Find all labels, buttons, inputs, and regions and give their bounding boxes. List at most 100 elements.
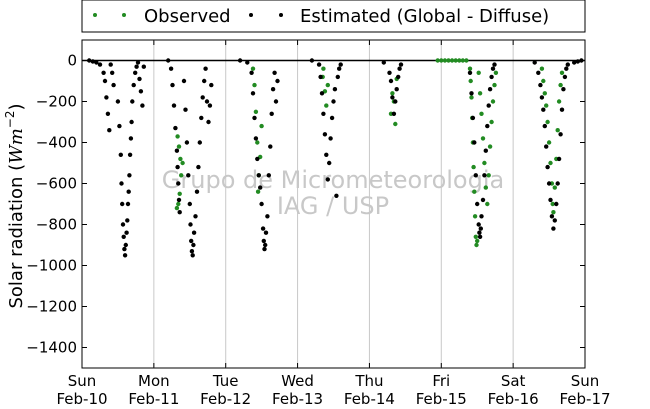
data-point <box>124 230 129 235</box>
x-tick-label-day: Sun <box>571 372 600 390</box>
series-1 <box>87 58 584 258</box>
data-point <box>483 148 488 153</box>
x-tick-label-date: Feb-15 <box>416 390 467 408</box>
data-point <box>258 185 263 190</box>
data-point <box>184 140 190 145</box>
data-point <box>464 58 469 63</box>
data-point <box>256 173 261 178</box>
data-point <box>334 193 339 198</box>
data-point <box>472 140 477 145</box>
data-point <box>188 222 193 227</box>
data-point <box>439 58 444 63</box>
data-point <box>194 189 200 194</box>
x-tick-label-date: Feb-14 <box>344 390 395 408</box>
data-point <box>477 234 483 239</box>
data-point <box>469 95 474 100</box>
data-point <box>475 238 480 244</box>
data-point <box>125 201 131 207</box>
data-point <box>183 107 188 112</box>
data-point <box>166 58 171 63</box>
y-axis-label-paren-open: ( <box>6 164 27 171</box>
y-tick-label: 0 <box>67 52 77 70</box>
data-point <box>118 152 124 157</box>
x-tick-label-day: Wed <box>281 372 314 390</box>
data-point <box>176 197 182 203</box>
data-point <box>492 62 497 67</box>
data-point <box>250 66 256 71</box>
data-point <box>199 115 204 121</box>
data-point <box>476 222 481 227</box>
data-point <box>556 156 562 162</box>
data-point <box>480 197 486 203</box>
x-tick-label-day: Mon <box>138 372 170 390</box>
legend-observed-marker-1 <box>93 13 97 17</box>
data-point <box>565 62 570 67</box>
data-point <box>544 103 549 108</box>
data-point <box>559 70 565 76</box>
data-point <box>486 103 491 108</box>
data-point <box>482 173 487 178</box>
data-point <box>324 103 329 108</box>
data-point <box>546 140 552 145</box>
y-tick-label: −1000 <box>26 257 77 275</box>
data-point <box>318 74 323 80</box>
data-point <box>473 234 478 239</box>
y-axis-label-text: Solar radiation <box>6 177 27 309</box>
data-point <box>556 99 562 104</box>
data-point <box>470 115 476 121</box>
data-point <box>453 58 458 63</box>
data-point <box>204 99 210 104</box>
y-tick-label: −600 <box>36 175 77 193</box>
data-point <box>171 103 177 108</box>
data-point <box>270 87 276 92</box>
data-point <box>546 181 552 186</box>
data-point <box>174 148 180 153</box>
data-point <box>446 58 451 63</box>
data-point <box>332 87 338 92</box>
data-point <box>552 218 557 223</box>
x-tick-label-day: Fri <box>432 372 450 390</box>
y-axis-label-paren-close: ) <box>6 103 27 110</box>
x-axis-ticks: SunFeb-10MonFeb-11TueFeb-12WedFeb-13ThuF… <box>56 40 611 408</box>
data-point <box>125 218 130 223</box>
data-point <box>197 140 202 145</box>
data-point <box>252 115 257 121</box>
data-point <box>186 173 191 178</box>
data-point <box>309 58 315 63</box>
data-point <box>196 164 201 170</box>
data-point <box>94 60 99 65</box>
data-point <box>181 78 187 84</box>
data-point <box>187 201 192 207</box>
data-point <box>489 74 494 80</box>
data-point <box>200 95 205 100</box>
data-point <box>473 173 478 178</box>
data-point <box>487 144 493 149</box>
data-point <box>123 242 128 248</box>
data-point <box>97 62 103 67</box>
data-point <box>266 173 271 178</box>
data-point <box>559 107 565 112</box>
data-point <box>102 78 108 84</box>
data-point <box>552 185 557 190</box>
data-point <box>179 173 184 178</box>
data-point <box>133 70 138 76</box>
y-tick-label: −200 <box>36 93 77 111</box>
data-point <box>327 160 332 166</box>
data-point <box>135 60 141 65</box>
data-point <box>134 64 139 69</box>
data-point <box>193 214 198 219</box>
legend-observed-label: Observed <box>144 6 231 27</box>
data-point <box>174 205 180 211</box>
data-point <box>111 82 116 88</box>
x-tick-label-date: Feb-17 <box>559 390 610 408</box>
data-point <box>485 123 490 129</box>
data-point <box>168 66 174 71</box>
data-point <box>331 99 336 104</box>
data-point <box>191 242 196 248</box>
data-point <box>479 111 484 117</box>
data-point <box>490 66 496 71</box>
data-point <box>252 82 257 88</box>
data-point <box>170 82 175 88</box>
data-point <box>255 189 261 194</box>
data-point <box>108 62 113 67</box>
